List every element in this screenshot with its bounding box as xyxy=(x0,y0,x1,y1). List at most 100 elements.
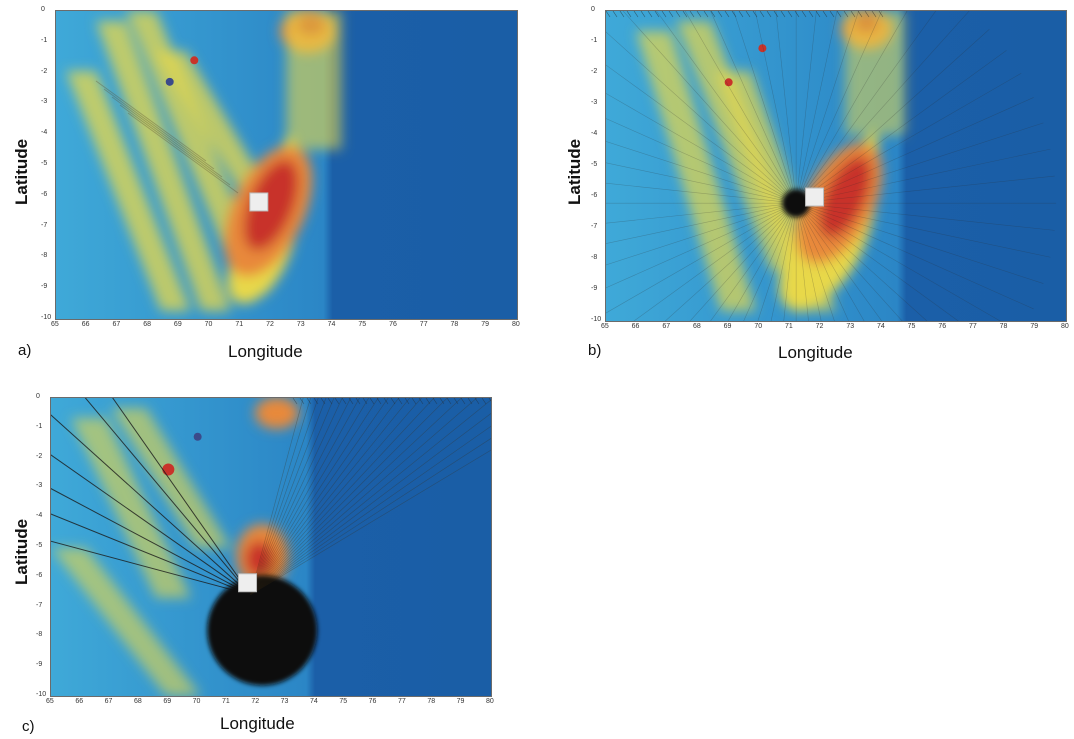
radial-ray xyxy=(606,182,797,204)
wave-stripe xyxy=(250,398,478,595)
x-tick-label: 70 xyxy=(192,698,201,705)
hatch-line xyxy=(878,11,884,18)
hatch-line xyxy=(829,11,835,18)
radial-ray xyxy=(795,202,1001,321)
y-tick-label: -2 xyxy=(591,68,598,75)
y-tick-label: -5 xyxy=(36,542,43,549)
streak-line xyxy=(103,88,215,170)
hatch-line xyxy=(787,11,793,18)
radial-ray xyxy=(795,11,838,204)
hatch-line xyxy=(612,11,618,18)
y-tick-label: -4 xyxy=(36,512,43,520)
radial-ray xyxy=(795,203,835,321)
red-anomaly xyxy=(243,159,299,251)
yellow-anomaly-band xyxy=(156,51,281,211)
hatch-line xyxy=(327,398,333,405)
x-tick-label: 67 xyxy=(112,321,121,328)
hatch-line xyxy=(376,398,382,405)
x-tick-label: 66 xyxy=(631,323,640,330)
blue-spot xyxy=(165,77,174,86)
x-tick-label: 70 xyxy=(204,321,213,328)
hatch-line xyxy=(717,11,723,18)
y-tick-label: -7 xyxy=(41,221,48,229)
radial-ray xyxy=(733,11,797,204)
radial-ray xyxy=(743,203,797,321)
hatch-line xyxy=(808,11,814,18)
radial-ray xyxy=(606,31,797,204)
hatch-line xyxy=(654,11,660,18)
y-tick-label: -7 xyxy=(36,601,43,609)
radial-ray xyxy=(795,203,822,321)
radial-ray xyxy=(606,162,797,204)
radial-ray xyxy=(606,202,797,224)
radial-ray xyxy=(795,202,959,321)
radial-ray xyxy=(795,203,865,321)
hatch-line xyxy=(299,398,305,405)
radial-ray xyxy=(727,203,797,321)
x-tick-label: 71 xyxy=(222,698,230,705)
hatch-line xyxy=(313,398,319,405)
x-tick-label: 65 xyxy=(46,698,54,705)
wave-stripe xyxy=(250,398,335,595)
radial-ray xyxy=(795,11,908,204)
x-tick-label: 69 xyxy=(723,323,732,330)
radial-ray xyxy=(710,203,797,321)
hatch-line xyxy=(794,11,800,18)
hatch-line xyxy=(640,11,646,18)
x-tick-label: 68 xyxy=(693,323,701,330)
hatch-line xyxy=(766,11,772,18)
wave-stripe xyxy=(250,398,327,595)
radial-ray xyxy=(622,11,797,204)
x-tick-label: 77 xyxy=(398,698,406,705)
wave-stripe xyxy=(250,398,389,595)
radial-ray xyxy=(795,50,1007,204)
red-spot xyxy=(724,78,733,87)
streak-line xyxy=(127,112,239,194)
yellow-anomaly-band xyxy=(71,418,191,598)
panel-label-b: b) xyxy=(588,342,602,359)
radial-ray xyxy=(606,141,797,204)
hatch-line xyxy=(334,398,340,405)
hatch-line xyxy=(724,11,730,18)
radial-ray xyxy=(684,11,797,204)
radial-ray xyxy=(754,11,797,204)
wave-stripe xyxy=(250,398,411,595)
panel-label-c: c) xyxy=(22,718,35,735)
y-tick-label: -1 xyxy=(36,422,43,430)
hatch-line xyxy=(341,398,347,405)
y-tick-label: -2 xyxy=(36,452,43,460)
x-tick-label: 75 xyxy=(358,321,367,328)
x-tick-label: 73 xyxy=(280,698,289,705)
x-tick-label: 65 xyxy=(601,323,609,330)
hatch-line xyxy=(703,11,709,18)
hatch-line xyxy=(383,398,389,405)
wave-stripe xyxy=(250,398,462,595)
hatch-line xyxy=(397,398,403,405)
y-tick-label: -8 xyxy=(36,631,43,639)
hatch-line xyxy=(780,11,786,18)
y-tick-label: -6 xyxy=(591,192,598,199)
y-tick-label: -10 xyxy=(41,314,52,321)
x-tick-label: 73 xyxy=(846,323,855,330)
y-tick-label: -10 xyxy=(36,691,47,698)
hatch-line xyxy=(306,398,312,405)
wave-stripe xyxy=(250,425,491,595)
hatch-line xyxy=(836,11,842,18)
radial-ray xyxy=(795,72,1022,204)
radial-ray xyxy=(795,11,937,204)
x-tick-label: 72 xyxy=(251,698,260,705)
radial-ray xyxy=(795,202,928,321)
hatch-line xyxy=(446,398,452,405)
hatch-line xyxy=(488,398,491,402)
wave-stripe xyxy=(250,398,448,595)
radial-ray xyxy=(757,203,797,321)
radial-ray xyxy=(633,202,797,321)
x-tick-label: 80 xyxy=(486,698,494,705)
radial-ray xyxy=(783,203,797,321)
y-tick-label: -5 xyxy=(41,160,48,167)
wave-stripe xyxy=(250,398,319,595)
hatch-line xyxy=(759,11,765,18)
hatch-line xyxy=(689,11,695,18)
x-tick-label: 78 xyxy=(450,321,459,328)
radial-ray xyxy=(606,202,797,314)
